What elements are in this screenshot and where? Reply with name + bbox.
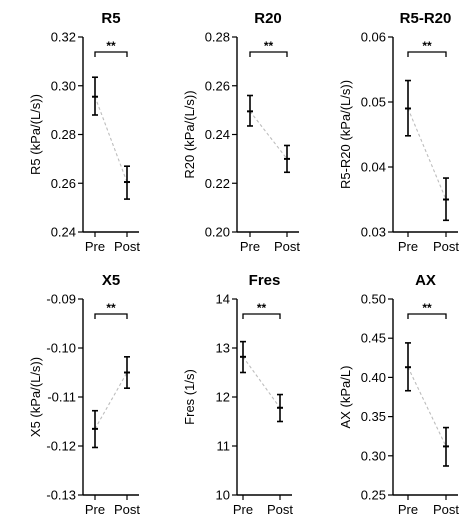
y-tick-label: 0.30 [51, 78, 76, 93]
x-tick-label: Pre [85, 239, 105, 254]
mean-connector-line [407, 366, 447, 447]
x-tick-label: Pre [398, 239, 418, 254]
y-tick-label: 0.45 [361, 331, 386, 346]
significance-label: ** [264, 39, 274, 53]
y-tick-label: 0.22 [205, 176, 230, 191]
y-tick-label: -0.10 [46, 341, 76, 356]
x-tick-label: Post [433, 239, 459, 254]
significance-bracket [94, 313, 128, 319]
x-tick-label: Pre [240, 239, 260, 254]
significance-bracket [94, 51, 128, 57]
panel-1: R5 0.24 0.26 0.28 0.30 0.32 Pre Post R5 (kPa/(L/… [28, 10, 140, 254]
y-tick-label: 11 [217, 439, 231, 454]
chart-title: R5 [101, 10, 120, 27]
x-tick-label: Post [433, 502, 459, 517]
y-tick-label: 0.28 [51, 127, 76, 142]
mean-connector-line [407, 108, 447, 200]
x-tick-label: Post [114, 502, 140, 517]
x-tick-label: Post [267, 502, 293, 517]
panel-5: Fres 10 11 12 13 14 Pre Post Fres (1/s) ** [182, 272, 293, 517]
y-axis-label: R5 (kPa/(L/s)) [28, 94, 43, 175]
y-axis-label: X5 (kPa/(L/s)) [28, 357, 43, 437]
chart-title: X5 [102, 272, 120, 289]
y-axis-label: Fres (1/s) [182, 369, 197, 425]
x-tick-label: Pre [85, 502, 105, 517]
chart-title: AX [415, 272, 436, 289]
x-tick-label: Pre [233, 502, 253, 517]
y-tick-label: -0.11 [47, 390, 76, 405]
significance-label: ** [106, 301, 116, 315]
significance-label: ** [422, 301, 432, 315]
panel-4: X5 -0.13 -0.12 -0.11 -0.10 -0.09 Pre Post X5 (kP… [28, 272, 140, 517]
y-tick-label: 0.32 [51, 30, 76, 45]
y-tick-label: 0.20 [205, 225, 230, 240]
y-tick-label: 0.06 [361, 30, 386, 45]
x-tick-label: Post [114, 239, 140, 254]
significance-label: ** [106, 39, 116, 53]
mean-connector-line [242, 356, 281, 409]
y-tick-label: 0.03 [361, 225, 386, 240]
y-tick-label: 0.25 [361, 488, 386, 503]
y-axis-label: R5-R20 (kPa/(L/s)) [338, 80, 353, 189]
panel-2: R20 0.20 0.22 0.24 0.26 0.28 Pre Post R20 (kPa/(… [182, 10, 300, 254]
mean-connector-line [249, 111, 288, 160]
y-tick-label: 12 [216, 390, 230, 405]
y-tick-label: 0.35 [361, 409, 386, 424]
y-axis-label: AX (kPa/L) [338, 366, 353, 429]
y-tick-label: 14 [216, 292, 230, 307]
chart-title: R20 [254, 10, 282, 27]
x-tick-label: Post [274, 239, 300, 254]
panel-6: AX 0.25 0.30 0.35 0.40 0.45 0.50 Pre Post AX (kPa… [338, 272, 459, 517]
y-tick-label: 0.26 [51, 176, 76, 191]
significance-bracket [249, 51, 288, 57]
significance-bracket [242, 313, 281, 319]
y-tick-label: 10 [216, 488, 230, 503]
y-tick-label: 0.30 [361, 448, 386, 463]
y-tick-label: 0.26 [205, 78, 230, 93]
panel-3: R5-R20 0.03 0.04 0.05 0.06 Pre Post R5-R20 (kPa… [338, 10, 459, 254]
significance-label: ** [422, 39, 432, 53]
y-tick-label: -0.13 [46, 488, 76, 503]
y-tick-label: -0.09 [46, 292, 76, 307]
y-axis-label: R20 (kPa/(L/s)) [182, 90, 197, 178]
y-tick-label: 0.40 [361, 370, 386, 385]
mean-connector-line [94, 96, 128, 183]
x-tick-label: Pre [398, 502, 418, 517]
significance-label: ** [257, 301, 267, 315]
y-tick-label: -0.12 [46, 439, 76, 454]
y-tick-label: 0.24 [51, 225, 76, 240]
y-tick-label: 0.24 [205, 127, 230, 142]
significance-bracket [407, 51, 447, 57]
y-tick-label: 0.05 [361, 95, 386, 110]
significance-bracket [407, 313, 447, 319]
y-tick-label: 0.04 [361, 160, 386, 175]
y-tick-label: 0.28 [205, 30, 230, 45]
chart-title: R5-R20 [400, 10, 452, 27]
mean-connector-line [94, 372, 128, 430]
y-tick-label: 13 [216, 341, 230, 356]
y-tick-label: 0.50 [361, 292, 386, 307]
chart-title: Fres [249, 272, 281, 289]
